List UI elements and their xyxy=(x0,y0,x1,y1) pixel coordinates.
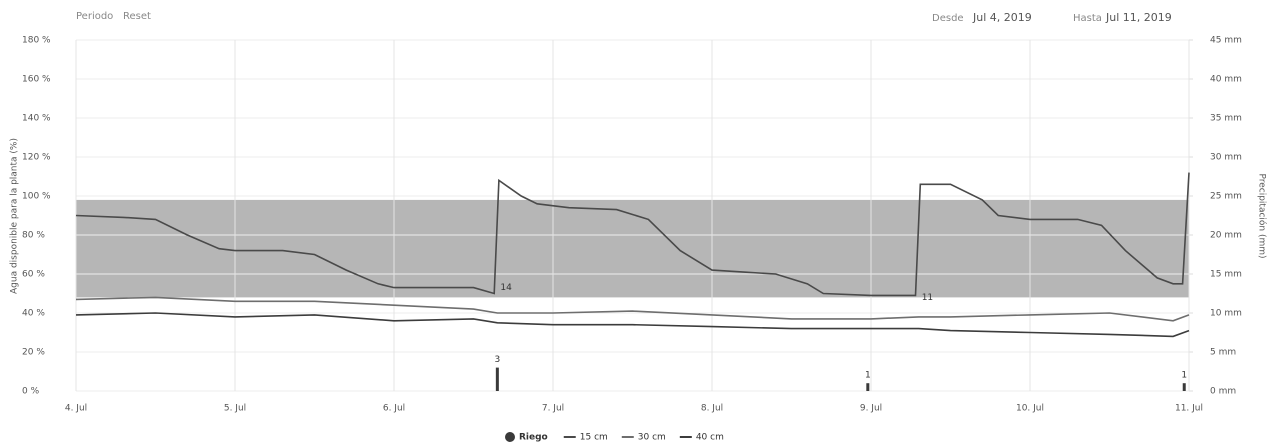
legend-label: Riego xyxy=(519,433,548,443)
y-tick-label: 180 % xyxy=(22,36,51,46)
y2-tick-label: 20 mm xyxy=(1210,231,1242,241)
from-label: Desde xyxy=(932,13,964,24)
riego-label: 1 xyxy=(1181,371,1187,381)
y-tick-label: 60 % xyxy=(22,270,45,280)
y2-tick-label: 0 mm xyxy=(1210,387,1236,397)
to-date[interactable]: Jul 11, 2019 xyxy=(1105,11,1172,24)
x-tick-label: 5. Jul xyxy=(224,404,246,414)
x-tick-label: 10. Jul xyxy=(1016,404,1044,414)
series-line xyxy=(75,312,1190,338)
from-date[interactable]: Jul 4, 2019 xyxy=(972,11,1032,24)
legend-label: 15 cm xyxy=(580,433,608,443)
y-tick-label: 160 % xyxy=(22,75,51,85)
y2-tick-label: 25 mm xyxy=(1210,192,1242,202)
y2-tick-label: 5 mm xyxy=(1210,348,1236,358)
y2-tick-label: 35 mm xyxy=(1210,114,1242,124)
y-tick-label: 100 % xyxy=(22,192,51,202)
x-tick-label: 8. Jul xyxy=(701,404,723,414)
y2-tick-label: 10 mm xyxy=(1210,309,1242,319)
to-label: Hasta xyxy=(1073,13,1102,24)
period-button[interactable]: Periodo xyxy=(76,11,113,22)
riego-bar xyxy=(1182,383,1186,391)
x-tick-label: 9. Jul xyxy=(860,404,882,414)
y-tick-label: 140 % xyxy=(22,114,51,124)
riego-bar xyxy=(866,383,870,391)
y-tick-label: 80 % xyxy=(22,231,45,241)
riego-bar xyxy=(495,367,499,391)
x-tick-label: 11. Jul xyxy=(1175,404,1203,414)
reset-button[interactable]: Reset xyxy=(123,11,151,22)
x-tick-label: 7. Jul xyxy=(542,404,564,414)
annotation: 14 xyxy=(500,283,512,293)
y-tick-label: 40 % xyxy=(22,309,45,319)
riego-label: 3 xyxy=(494,355,500,365)
y-tick-label: 120 % xyxy=(22,153,51,163)
series-line xyxy=(75,296,1190,322)
y2-tick-label: 45 mm xyxy=(1210,36,1242,46)
y-tick-label: 0 % xyxy=(22,387,40,397)
x-tick-label: 6. Jul xyxy=(383,404,405,414)
series-line xyxy=(75,172,1190,297)
y-axis-label: Agua disponible para la planta (%) xyxy=(10,138,20,294)
y2-tick-label: 15 mm xyxy=(1210,270,1242,280)
y-tick-label: 20 % xyxy=(22,348,45,358)
y2-tick-label: 30 mm xyxy=(1210,153,1242,163)
legend-label: 30 cm xyxy=(638,433,666,443)
y2-tick-label: 40 mm xyxy=(1210,75,1242,85)
legend-marker xyxy=(505,432,515,442)
annotation: 11 xyxy=(922,293,933,303)
riego-label: 1 xyxy=(865,371,871,381)
legend-label: 40 cm xyxy=(696,433,724,443)
x-tick-label: 4. Jul xyxy=(65,404,87,414)
y2-axis-label: Precipitación (mm) xyxy=(1257,173,1268,258)
